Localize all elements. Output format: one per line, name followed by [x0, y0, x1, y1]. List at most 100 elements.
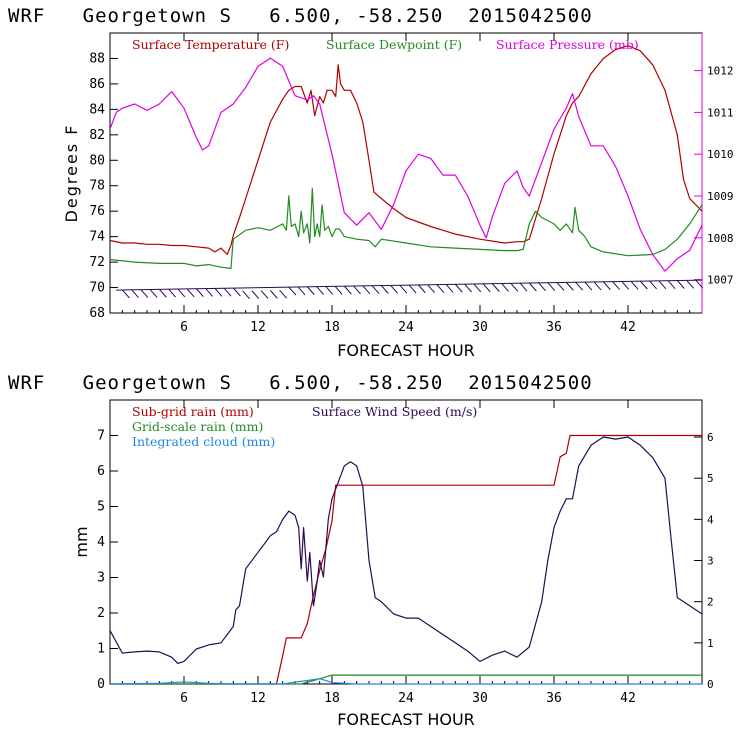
wind-barb	[621, 281, 630, 290]
y-tick-label: 76	[89, 204, 105, 219]
x-tick-label: 24	[398, 691, 414, 706]
panel2-lines	[109, 434, 703, 685]
series-sub-grid-rain-mm	[110, 434, 702, 685]
y2-tick-label: 4	[707, 513, 714, 526]
x-tick-label: 12	[250, 320, 266, 335]
y-tick-label: 6	[97, 464, 105, 479]
wind-barb	[242, 290, 250, 300]
wind-barb	[528, 282, 537, 292]
wind-barb	[399, 284, 408, 294]
wind-barb	[306, 286, 315, 296]
y2-tick-label: 1008	[707, 232, 734, 245]
series-surface-dewpoint-f	[109, 187, 703, 270]
panel1-ylabel: Degrees F	[62, 124, 81, 223]
wind-barb	[149, 289, 158, 298]
y2-tick-label: 5	[707, 472, 714, 485]
wind-barb	[473, 283, 482, 293]
y-tick-label: 74	[89, 230, 105, 245]
y2-tick-label: 6	[707, 431, 714, 444]
y-tick-label: 80	[89, 153, 105, 168]
y2-tick-label: 1009	[707, 190, 734, 203]
wind-barb	[223, 287, 232, 297]
y-tick-label: 86	[89, 77, 105, 92]
wind-barb	[232, 287, 241, 297]
wind-barb	[177, 288, 186, 298]
wind-barb	[501, 283, 509, 292]
wind-barb	[343, 285, 352, 295]
y2-tick-label: 0	[707, 678, 714, 691]
panel1-title: WRF Georgetown S 6.500, -58.250 20150425…	[8, 5, 593, 27]
wind-barbs	[116, 279, 704, 300]
panel1-lines	[109, 45, 703, 272]
wind-barb	[297, 286, 306, 296]
x-tick-label: 30	[472, 691, 488, 706]
y-tick-label: 1	[97, 642, 105, 657]
y-tick-label: 82	[89, 128, 105, 143]
legend-gridscale-rain: Grid-scale rain (mm)	[132, 419, 263, 434]
wind-barb	[575, 281, 583, 291]
wind-barb	[538, 282, 546, 292]
panel1-xlabel: FORECAST HOUR	[337, 341, 475, 360]
wind-barb	[556, 282, 565, 291]
wind-barb	[445, 284, 454, 293]
wind-barb	[417, 284, 426, 294]
series-surface-pressure-mb	[109, 57, 703, 272]
wind-barb	[491, 283, 500, 292]
series-surface-temperature-f	[109, 45, 703, 256]
y-tick-label: 0	[97, 677, 105, 692]
wind-barb	[408, 284, 417, 294]
y2-tick-label: 2	[707, 596, 714, 609]
wind-barb	[269, 290, 278, 299]
wind-barb	[380, 285, 389, 294]
y-tick-label: 88	[89, 51, 105, 66]
wind-barb	[602, 281, 611, 291]
x-tick-label: 36	[546, 691, 562, 706]
x-tick-label: 30	[472, 320, 488, 335]
wind-barb	[214, 287, 223, 297]
wind-barb	[371, 285, 380, 294]
y-tick-label: 3	[97, 571, 105, 586]
panel2-title: WRF Georgetown S 6.500, -58.250 20150425…	[8, 372, 593, 394]
precipitation-wind-panel: WRF Georgetown S 6.500, -58.250 20150425…	[8, 372, 714, 729]
series-grid-scale-rain-mm	[110, 674, 702, 685]
wind-barb	[195, 288, 204, 297]
wind-barb	[325, 286, 334, 295]
x-tick-label: 12	[250, 691, 266, 706]
y-tick-label: 5	[97, 500, 105, 515]
wind-barb	[649, 280, 657, 290]
x-tick-label: 6	[180, 691, 188, 706]
wind-barb	[205, 288, 213, 297]
x-tick-label: 42	[620, 691, 636, 706]
wind-barb	[639, 280, 648, 290]
wind-barb	[686, 280, 694, 289]
legend-surface-dewpoint: Surface Dewpoint (F)	[326, 37, 462, 52]
legend-surface-pressure: Surface Pressure (mb)	[496, 37, 639, 52]
y-tick-label: 68	[89, 306, 105, 321]
wind-barb	[482, 283, 491, 293]
y-tick-label: 84	[89, 102, 105, 117]
y2-tick-label: 3	[707, 555, 714, 568]
panel1-frame	[109, 32, 703, 314]
x-tick-label: 24	[398, 320, 414, 335]
wind-barb	[436, 284, 445, 293]
wind-barb	[279, 289, 287, 299]
series-surface-wind-speed-m-s	[109, 436, 703, 665]
legend-surface-wind-speed: Surface Wind Speed (m/s)	[312, 404, 477, 419]
wind-barb	[390, 285, 398, 294]
y-tick-label: 7	[97, 429, 105, 444]
y2-tick-label: 1	[707, 637, 714, 650]
wind-barb	[519, 282, 528, 292]
panel1-ticks: 6 12 18 24 30 36 42 68 70 72 74 76 78 80 82 84 86 88 1007 1…	[89, 33, 734, 335]
wind-barb	[454, 283, 463, 293]
wind-barb	[565, 282, 574, 291]
wind-barb	[260, 290, 269, 299]
panel2-ylabel: mm	[72, 526, 91, 557]
y-tick-label: 4	[97, 535, 105, 550]
wind-barb	[353, 285, 361, 295]
x-tick-label: 36	[546, 320, 562, 335]
legend-subgrid-rain: Sub-grid rain (mm)	[132, 404, 254, 419]
wind-barb	[667, 280, 676, 289]
wind-barb	[510, 282, 519, 292]
x-tick-label: 18	[324, 691, 340, 706]
